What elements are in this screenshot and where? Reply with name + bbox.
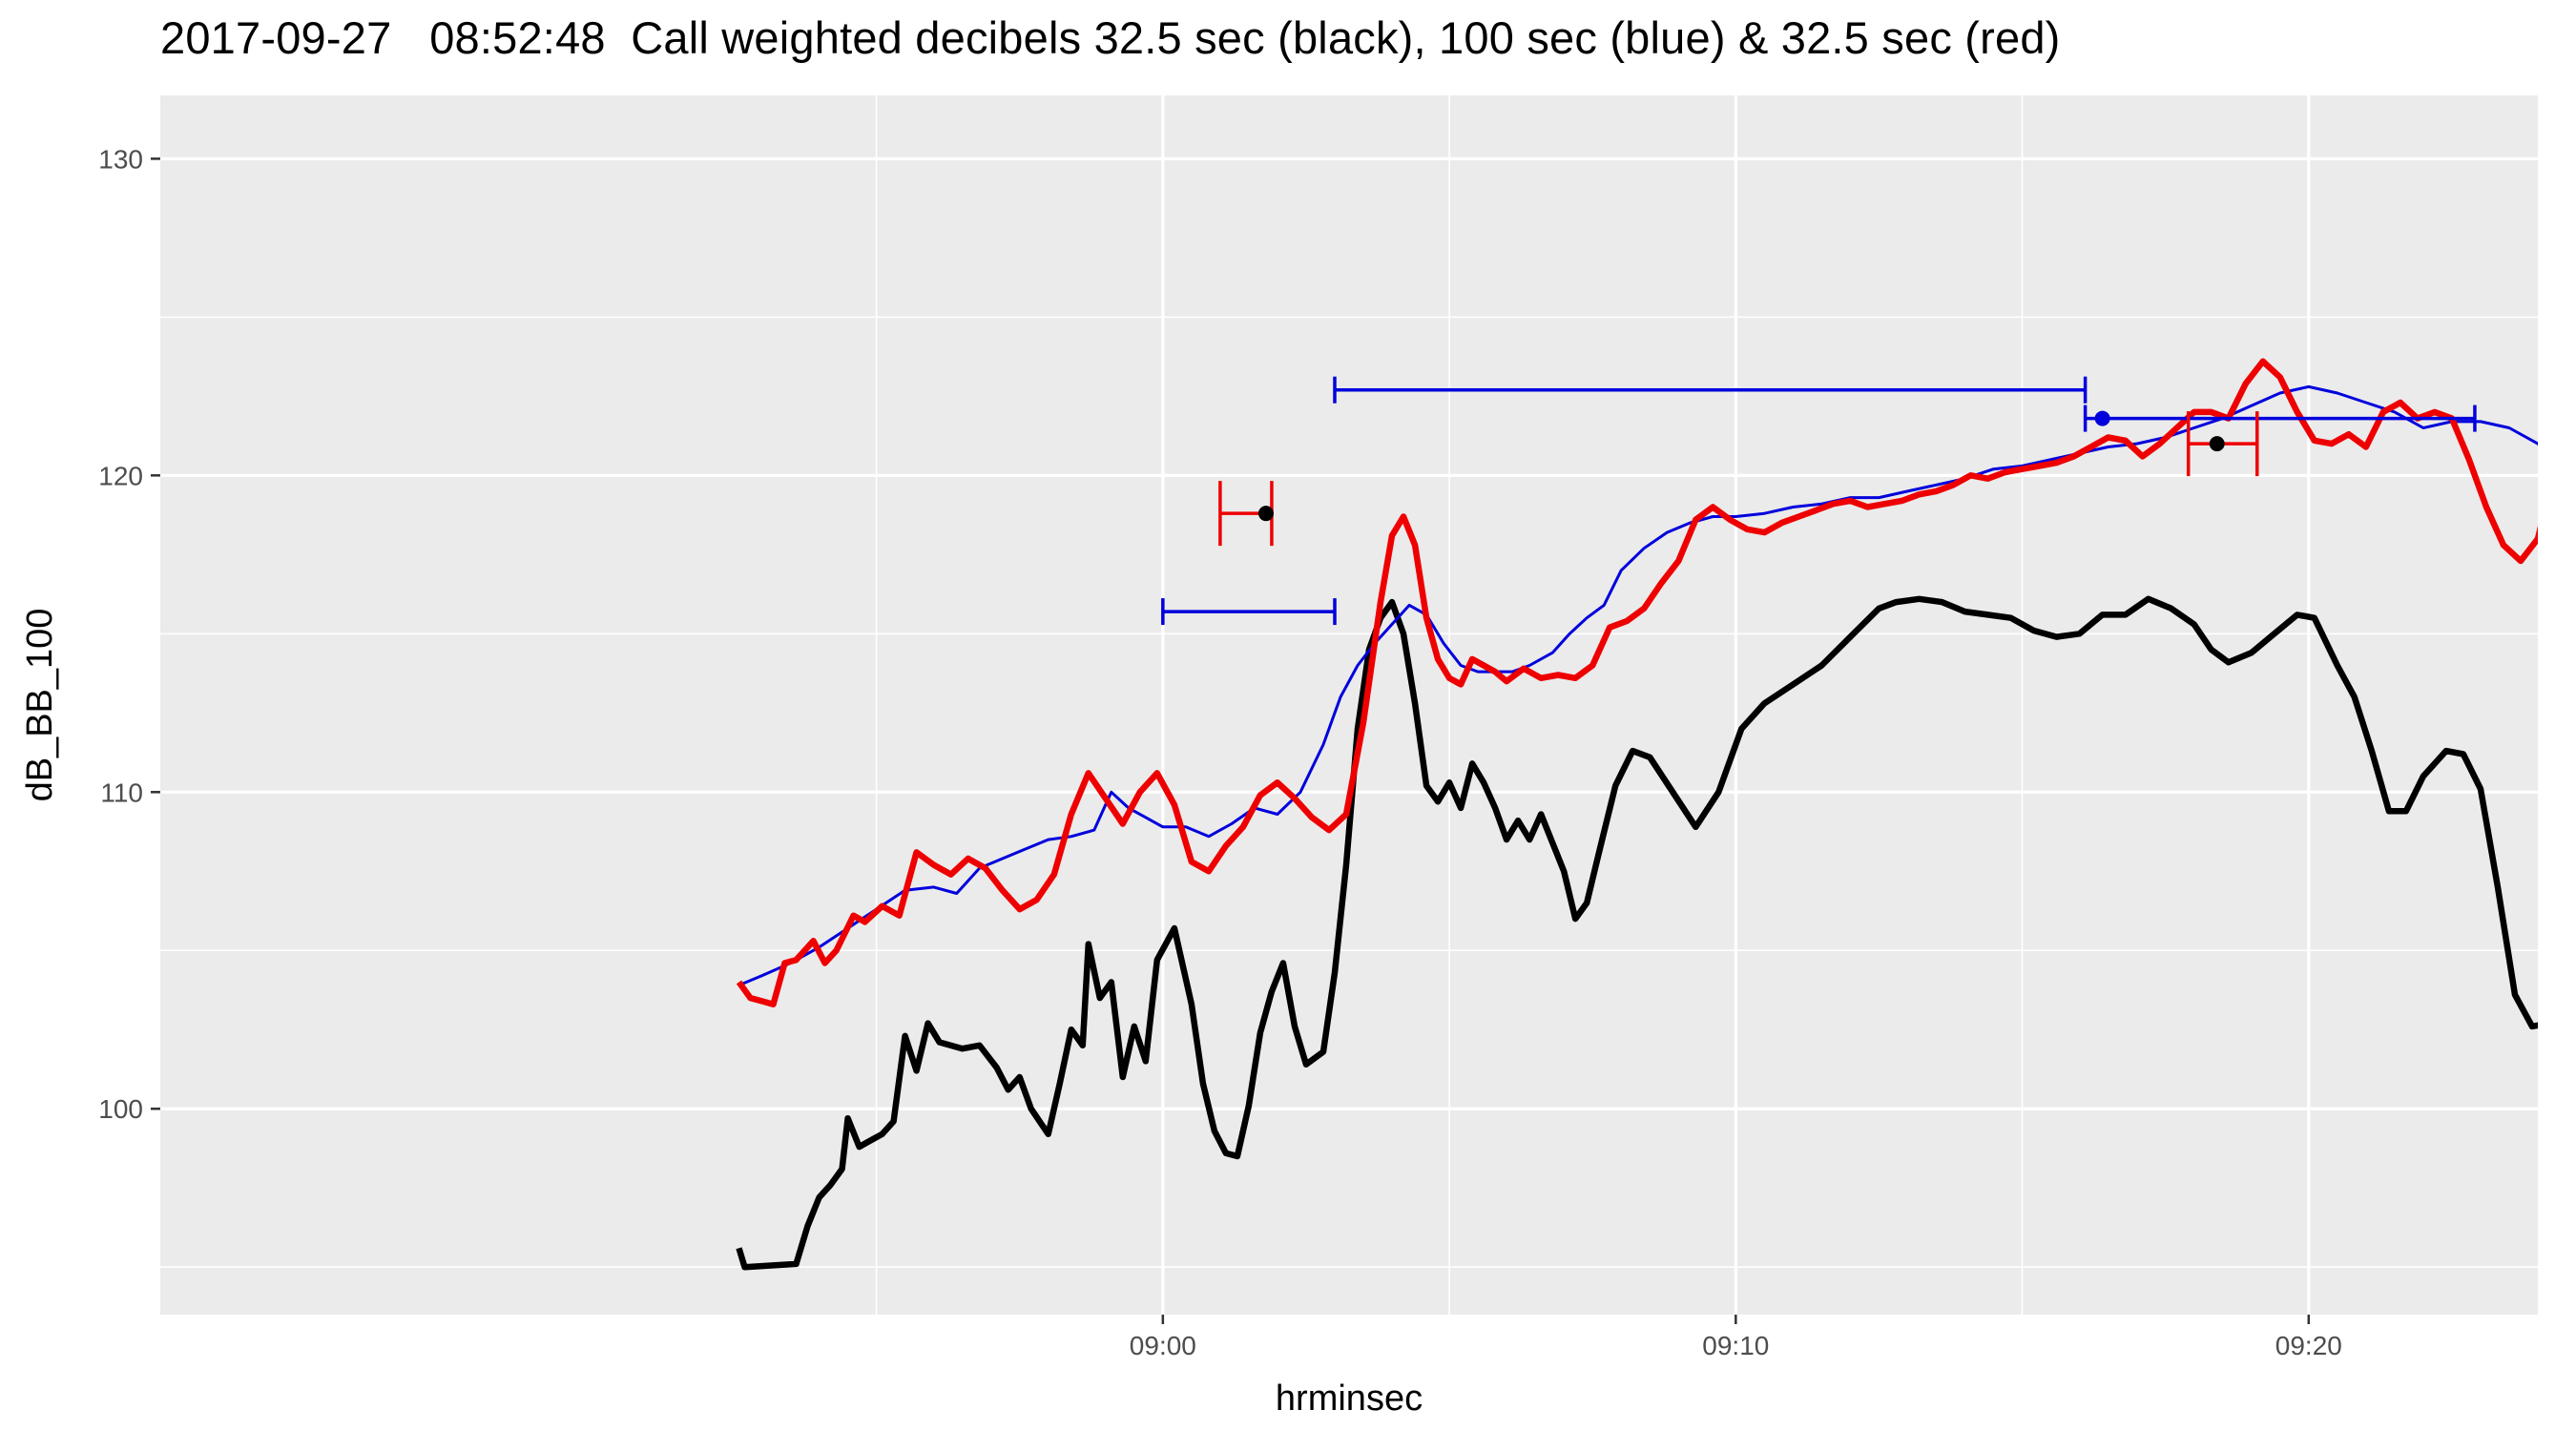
peak-marker [2094, 410, 2110, 426]
x-tick-label: 09:10 [1702, 1331, 1769, 1360]
peak-marker [2209, 436, 2225, 452]
y-tick-label: 130 [98, 144, 143, 174]
peak-marker [1257, 506, 1274, 522]
y-tick-label: 110 [100, 778, 143, 807]
chart-title: 2017-09-27 08:52:48 Call weighted decibe… [160, 12, 2061, 63]
x-axis-title: hrminsec [1276, 1379, 1423, 1419]
y-tick-label: 100 [98, 1094, 143, 1124]
y-axis-title: dB_BB_100 [20, 609, 60, 802]
x-tick-label: 09:20 [2275, 1331, 2342, 1360]
series-red-line [736, 358, 2538, 1007]
y-tick-label: 120 [98, 461, 143, 490]
series-black-line [736, 595, 2538, 1271]
plot-panel [160, 95, 2538, 1315]
x-tick-label: 09:00 [1130, 1331, 1196, 1360]
series-blue-line [737, 384, 2538, 987]
